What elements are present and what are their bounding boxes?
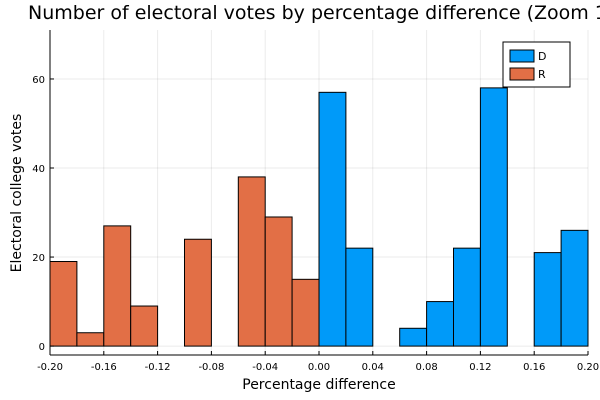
bar-d bbox=[533, 252, 562, 347]
y-tick-labels: 0 20 40 60 bbox=[32, 75, 45, 353]
bars bbox=[49, 87, 589, 347]
x-tick-label: 0.08 bbox=[415, 362, 437, 373]
x-tick-label: -0.12 bbox=[145, 362, 171, 373]
y-axis-title: Electoral college votes bbox=[9, 114, 25, 273]
x-tick-label: -0.16 bbox=[91, 362, 117, 373]
bar-d bbox=[453, 247, 481, 347]
x-tick-label: 0.12 bbox=[469, 362, 491, 373]
bar-d bbox=[479, 87, 508, 347]
bar-d bbox=[399, 327, 428, 347]
x-tick-label: -0.08 bbox=[198, 362, 224, 373]
x-tick-label: 0.04 bbox=[362, 362, 384, 373]
x-tick-label: 0.16 bbox=[523, 362, 545, 373]
bar-r bbox=[291, 278, 320, 347]
bar-r bbox=[237, 176, 266, 347]
y-tick-label: 0 bbox=[39, 342, 45, 353]
legend-label-r: R bbox=[538, 68, 546, 81]
legend: DR bbox=[502, 41, 571, 88]
x-tick-label: -0.20 bbox=[37, 362, 63, 373]
x-tick-label: 0.00 bbox=[308, 362, 330, 373]
chart-title: Number of electoral votes by percentage … bbox=[28, 2, 600, 24]
y-tick-label: 40 bbox=[32, 164, 45, 175]
y-tick-label: 60 bbox=[32, 75, 45, 86]
x-tick-labels: -0.20 -0.16 -0.12 -0.08 -0.04 0.00 0.04 0.08 0.1… bbox=[37, 362, 599, 373]
bar-d bbox=[426, 301, 455, 347]
x-tick-label: 0.20 bbox=[577, 362, 599, 373]
bar-r bbox=[264, 216, 293, 347]
legend-swatch-d bbox=[509, 49, 535, 63]
legend-label-d: D bbox=[538, 50, 546, 63]
bar-d bbox=[318, 91, 347, 347]
legend-swatch-r bbox=[509, 67, 535, 81]
axes bbox=[49, 30, 589, 356]
x-axis-title: Percentage difference bbox=[242, 377, 396, 393]
x-tick-label: -0.04 bbox=[252, 362, 278, 373]
y-tick-label: 20 bbox=[32, 253, 45, 264]
bar-d bbox=[560, 229, 589, 347]
bar-r bbox=[103, 225, 132, 347]
bar-d bbox=[345, 247, 374, 347]
bar-r bbox=[76, 332, 105, 347]
bar-r bbox=[49, 261, 78, 347]
bar-r bbox=[130, 305, 159, 347]
bar-r bbox=[184, 238, 212, 347]
